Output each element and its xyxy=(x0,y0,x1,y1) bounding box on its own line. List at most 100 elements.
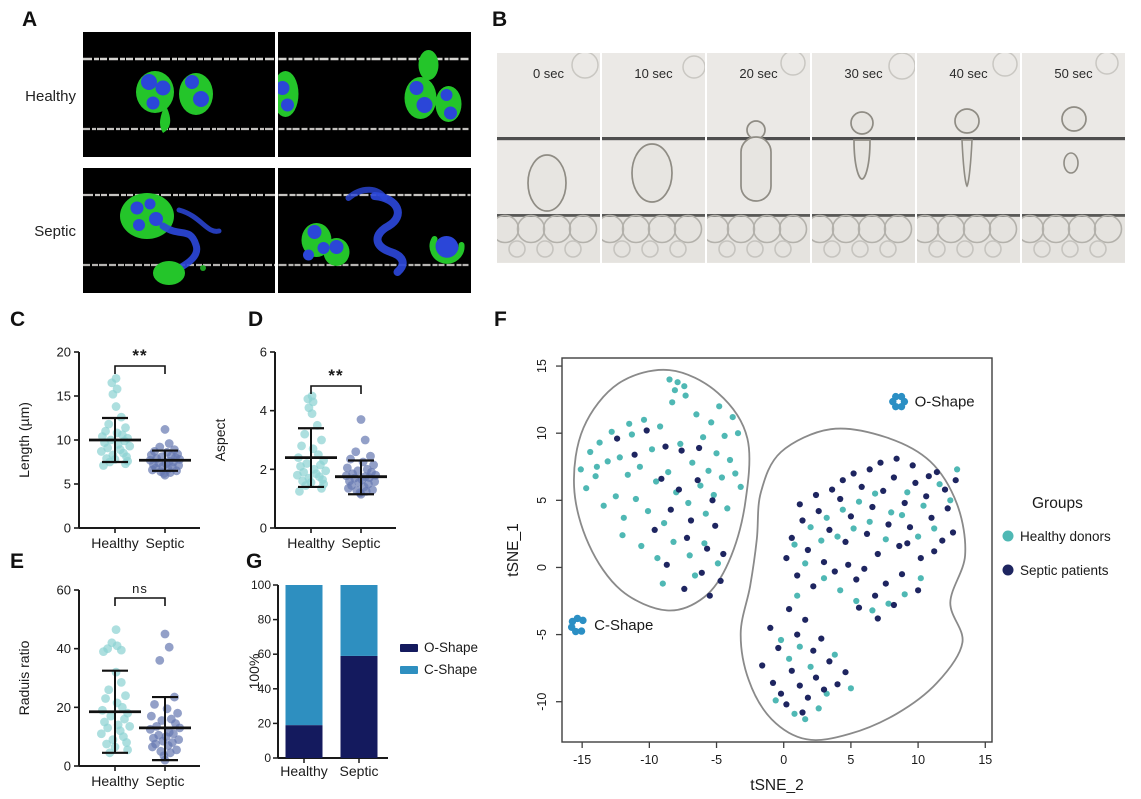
x-tick-label: 15 xyxy=(978,753,992,767)
bar-o-shape-healthy xyxy=(285,725,323,758)
y-tick-label: 80 xyxy=(258,613,272,627)
cluster-outline-c-shape xyxy=(573,368,751,612)
significance-label: ** xyxy=(328,366,343,385)
panel-d-chart-aspect: 0 2 4 6 Aspect Healthy Septic ** xyxy=(212,345,396,551)
category-label: Septic xyxy=(146,535,185,551)
mean-sd-healthy xyxy=(89,416,141,464)
x-tick-label: -5 xyxy=(711,753,722,767)
category-label: Septic xyxy=(146,773,185,789)
panel-d-label: D xyxy=(248,308,264,331)
y-tick-label: 10 xyxy=(57,433,71,448)
timelapse-frame-0: 0 sec xyxy=(497,53,600,263)
category-label: Healthy xyxy=(91,535,138,551)
panel-e-label: E xyxy=(10,550,25,573)
y-axis-title: 100% xyxy=(248,654,262,690)
y-axis: 0 5 10 15 20 xyxy=(57,345,80,536)
bar-c-shape-septic xyxy=(340,585,378,656)
timelapse-frame-1: 10 sec xyxy=(602,53,705,263)
y-axis-title: Aspect xyxy=(212,418,228,461)
x-tick-label: -10 xyxy=(640,753,658,767)
legend-label: O-Shape xyxy=(424,640,478,655)
significance-bracket xyxy=(114,365,166,374)
y-tick-label: 60 xyxy=(57,583,71,598)
timelapse-frame-5: 50 sec xyxy=(1022,53,1125,263)
points-healthy xyxy=(96,625,135,758)
mean-sd-healthy xyxy=(89,669,141,754)
mean-sd-healthy xyxy=(285,427,337,489)
cluster-outline-o-shape xyxy=(739,427,967,742)
y-axis: 0 20 40 60 xyxy=(57,583,80,774)
time-label: 30 sec xyxy=(844,66,883,81)
o-cluster-icon xyxy=(889,392,909,411)
panel-f-label: F xyxy=(494,308,507,331)
y-tick-label: 0 xyxy=(64,759,71,774)
row-label-healthy: Healthy xyxy=(25,88,76,105)
y-axis-title: Length (µm) xyxy=(16,402,32,478)
category-label: Healthy xyxy=(91,773,138,789)
panel-a-micrographs xyxy=(83,32,471,293)
y-axis-title: tSNE_1 xyxy=(505,523,522,576)
micrograph-septic-2 xyxy=(278,168,471,293)
y-tick-label: 20 xyxy=(57,700,71,715)
category-label: Septic xyxy=(340,763,379,779)
y-tick-label: 100 xyxy=(251,578,271,592)
y-tick-label: 6 xyxy=(260,345,267,360)
tsne-points-healthy xyxy=(577,376,961,723)
y-axis: 0 2 4 6 xyxy=(260,345,276,536)
legend-dot-healthy xyxy=(1002,530,1014,542)
panel-c-chart-length: 0 5 10 15 20 Length (µm) Healthy Septic ** xyxy=(16,345,200,551)
y-tick-label: 0 xyxy=(264,751,271,765)
points-healthy xyxy=(96,374,135,470)
time-label: 50 sec xyxy=(1054,66,1093,81)
significance-label: ns xyxy=(132,581,148,596)
y-tick-label: 2 xyxy=(260,462,267,477)
x-tick-label: 10 xyxy=(911,753,925,767)
y-tick-label: 10 xyxy=(535,426,549,440)
panel-b-timelapse: 0 sec 10 sec xyxy=(497,53,1125,263)
y-axis-title: Raduis ratio xyxy=(16,640,32,715)
panel-b-label: B xyxy=(492,8,508,31)
significance-bracket xyxy=(114,597,166,606)
timelapse-frame-3: 30 sec xyxy=(812,53,915,263)
y-tick-label: 20 xyxy=(258,716,272,730)
plot-border xyxy=(561,357,993,743)
legend-label: Healthy donors xyxy=(1020,529,1111,544)
mean-sd-septic xyxy=(335,459,387,496)
y-tick-label: 15 xyxy=(57,389,71,404)
legend-label: C-Shape xyxy=(424,662,477,677)
time-label: 20 sec xyxy=(739,66,778,81)
x-axis-title: tSNE_2 xyxy=(750,777,803,794)
mean-sd-septic xyxy=(139,449,191,472)
panel-a-label: A xyxy=(22,8,38,31)
timelapse-frame-4: 40 sec xyxy=(917,53,1020,263)
panel-f-chart-tsne: -15 -10 -5 0 5 10 15 -10 -5 0 5 10 15 tSNE_2 tSNE_1 O-S… xyxy=(505,357,1111,794)
y-tick-label: 60 xyxy=(258,647,272,661)
significance-label: ** xyxy=(132,346,147,365)
y-tick-label: 5 xyxy=(64,477,71,492)
brightfield-image xyxy=(707,53,810,263)
brightfield-image xyxy=(812,53,915,263)
time-label: 10 sec xyxy=(634,66,673,81)
tsne-points-septic xyxy=(614,427,959,716)
panel-c-label: C xyxy=(10,308,26,331)
bar-o-shape-septic xyxy=(340,655,378,758)
legend-swatch-c-shape xyxy=(400,666,418,674)
y-tick-label: 0 xyxy=(64,521,71,536)
time-label: 0 sec xyxy=(532,66,565,81)
significance-bracket xyxy=(310,385,362,394)
y-tick-label: 0 xyxy=(535,564,549,571)
category-label: Healthy xyxy=(280,763,327,779)
legend-title: Groups xyxy=(1032,495,1083,512)
row-label-septic: Septic xyxy=(34,223,76,240)
timelapse-frame-2: 20 sec xyxy=(707,53,810,263)
y-tick-label: 4 xyxy=(260,403,267,418)
mean-sd-septic xyxy=(139,695,191,762)
brightfield-image xyxy=(917,53,1020,263)
annotation-c-shape: C-Shape xyxy=(594,617,653,634)
y-tick-label: 20 xyxy=(57,345,71,360)
micrograph-septic-1 xyxy=(83,168,275,293)
panel-e-chart-radius-ratio: 0 20 40 60 Raduis ratio Healthy Septic ns xyxy=(16,581,200,789)
y-tick-label: 40 xyxy=(57,641,71,656)
y-tick-label: -5 xyxy=(535,629,549,640)
